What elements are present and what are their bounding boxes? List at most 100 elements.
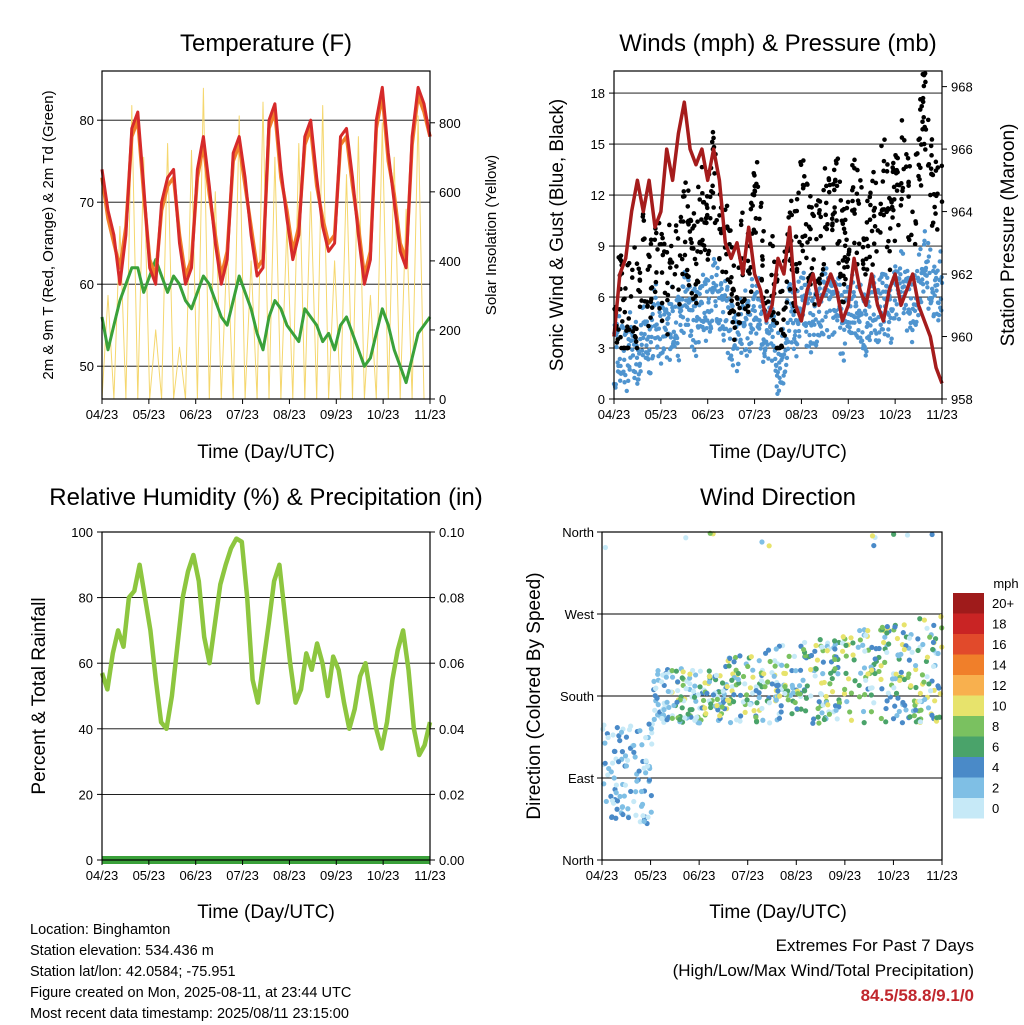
gust-point [884, 169, 890, 174]
wind-point [867, 337, 872, 343]
direction-point [920, 641, 926, 648]
direction-point [729, 677, 735, 683]
wind-point [914, 268, 920, 274]
direction-point [878, 715, 884, 722]
legend-label: 4 [992, 760, 999, 775]
gust-point [884, 244, 890, 250]
gust-point [917, 136, 923, 141]
wind-point [751, 304, 756, 309]
gust-point [841, 299, 846, 305]
direction-point [921, 617, 927, 623]
wind-point [634, 355, 640, 361]
gust-point [665, 280, 670, 286]
direction-point [641, 818, 647, 825]
direction-point [792, 699, 798, 706]
gust-point [681, 189, 687, 194]
wind-point [744, 353, 750, 358]
wind-point [824, 328, 830, 333]
direction-point [918, 707, 924, 713]
direction-point [858, 670, 864, 676]
gust-point [696, 184, 701, 190]
gust-point [629, 275, 635, 280]
y-right-tick-label: 0.06 [439, 656, 464, 671]
gust-point [641, 218, 647, 223]
direction-point [621, 793, 627, 799]
direction-point [860, 642, 866, 648]
gust-point [907, 164, 913, 169]
gust-point [707, 194, 713, 200]
gust-point [912, 241, 918, 247]
direction-point [652, 707, 658, 713]
gust-point [759, 254, 765, 259]
wind-point [713, 303, 718, 309]
wind-point [748, 322, 753, 327]
direction-point [815, 705, 821, 712]
wind-point [675, 353, 681, 359]
direction-point [924, 674, 930, 680]
gust-point [727, 279, 733, 285]
wind-point [936, 312, 942, 318]
wind-point [777, 366, 783, 371]
gust-point [871, 241, 877, 247]
wind-point [875, 287, 881, 293]
winds-title: Winds (mph) & Pressure (mb) [619, 30, 936, 57]
gust-point [867, 217, 873, 222]
direction-point [713, 672, 719, 678]
direction-point [818, 690, 824, 697]
gust-point [774, 320, 780, 326]
wind-point [738, 337, 743, 342]
winds-ylabel: Sonic Wind & Gust (Blue, Black) [547, 99, 568, 371]
gust-point [626, 316, 632, 321]
direction-point [904, 532, 911, 538]
wind-point [657, 336, 663, 342]
direction-point [802, 688, 808, 694]
direction-point [796, 683, 803, 689]
extremes-box: Extremes For Past 7 Days (High/Low/Max W… [554, 933, 974, 1008]
gust-point [926, 161, 932, 167]
gust-point [870, 178, 875, 184]
gust-point [702, 247, 708, 253]
wind-point [893, 264, 898, 269]
direction-point [861, 720, 867, 726]
wind-point [820, 318, 825, 323]
gust-point [864, 236, 869, 242]
wind-point [793, 329, 798, 334]
direction-point [753, 714, 759, 720]
gust-point [810, 211, 815, 217]
direction-point [803, 695, 810, 701]
speed-legend: 20+ 18 16 14 12 10 8 6 4 2 0 [953, 593, 1014, 819]
wind-point [935, 282, 940, 288]
y-tick-label: East [568, 771, 594, 786]
gust-point [816, 211, 822, 216]
direction-point [645, 814, 651, 820]
wind-point [880, 280, 885, 286]
wind-point [832, 330, 837, 335]
direction-point [930, 646, 936, 653]
wind-point [648, 370, 653, 376]
direction-point [618, 729, 625, 735]
gust-point [856, 201, 862, 206]
direction-point [724, 683, 730, 690]
direction-point [848, 635, 854, 641]
gust-point [717, 213, 722, 218]
wind-point [796, 328, 802, 334]
wind-point [724, 317, 729, 323]
gust-point [742, 297, 747, 302]
direction-point [812, 648, 818, 654]
gust-point [819, 272, 825, 277]
temperature-ylabel: 2m & 9m T (Red, Orange) & 2m Td (Green) [40, 90, 57, 379]
wind-point [897, 276, 902, 282]
direction-point [744, 697, 750, 703]
direction-point [798, 706, 804, 712]
direction-point [639, 742, 645, 748]
direction-point [619, 804, 625, 810]
direction-point [856, 682, 862, 689]
wind-point [709, 308, 714, 313]
direction-point [872, 670, 878, 677]
direction-point [872, 656, 878, 662]
direction-point [894, 712, 900, 719]
x-tick-label: 05/23 [634, 868, 667, 883]
gust-point [634, 261, 640, 267]
direction-point [903, 707, 909, 713]
